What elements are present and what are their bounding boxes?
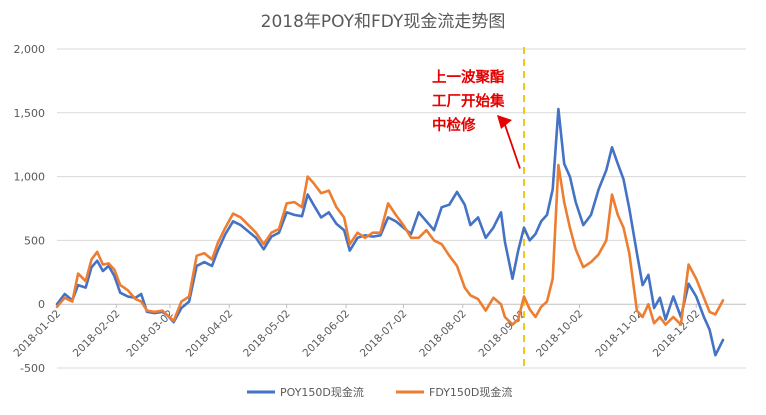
annotation-arrowhead xyxy=(497,115,512,129)
y-tick-label: 1,500 xyxy=(14,107,46,120)
x-tick-label: 2018-05-02 xyxy=(241,308,293,360)
y-tick-label: -500 xyxy=(20,362,45,375)
y-tick-label: 500 xyxy=(24,234,45,247)
legend: POY150D现金流 FDY150D现金流 xyxy=(247,385,512,399)
chart-title: 2018年POY和FDY现金流走势图 xyxy=(261,12,506,32)
annotation-text: 工厂开始集 xyxy=(432,92,505,110)
x-axis-ticks: 2018-01-02 2018-02-02 2018-03-02 2018-04-02… xyxy=(11,304,702,359)
x-tick-label: 2018-01-02 xyxy=(11,308,63,360)
x-tick-label: 2018-02-02 xyxy=(71,308,123,360)
x-tick-label: 2018-07-02 xyxy=(358,308,410,360)
x-tick-label: 2018-04-02 xyxy=(184,308,236,360)
y-tick-label: 1,000 xyxy=(14,171,46,184)
series-layer xyxy=(55,107,725,357)
annotation-arrow-line xyxy=(503,121,521,169)
x-tick-label: 2018-06-02 xyxy=(300,308,352,360)
y-tick-label: 2,000 xyxy=(14,43,46,56)
x-tick-label: 2018-08-02 xyxy=(417,308,469,360)
annotation-text: 中检修 xyxy=(432,116,476,134)
y-tick-label: 0 xyxy=(38,298,45,311)
series-line-fdy xyxy=(55,163,725,326)
x-tick-label: 2018-12-02 xyxy=(651,308,703,360)
gridlines xyxy=(57,48,746,369)
legend-label-poy: POY150D现金流 xyxy=(280,385,364,399)
x-tick-label: 2018-11-02 xyxy=(593,308,645,360)
x-tick-label: 2018-10-02 xyxy=(534,308,586,360)
y-axis-ticks: 2,000 1,500 1,000 500 0 -500 xyxy=(14,43,46,375)
legend-label-fdy: FDY150D现金流 xyxy=(429,385,512,399)
annotation-text: 上一波聚酯 xyxy=(432,68,505,86)
